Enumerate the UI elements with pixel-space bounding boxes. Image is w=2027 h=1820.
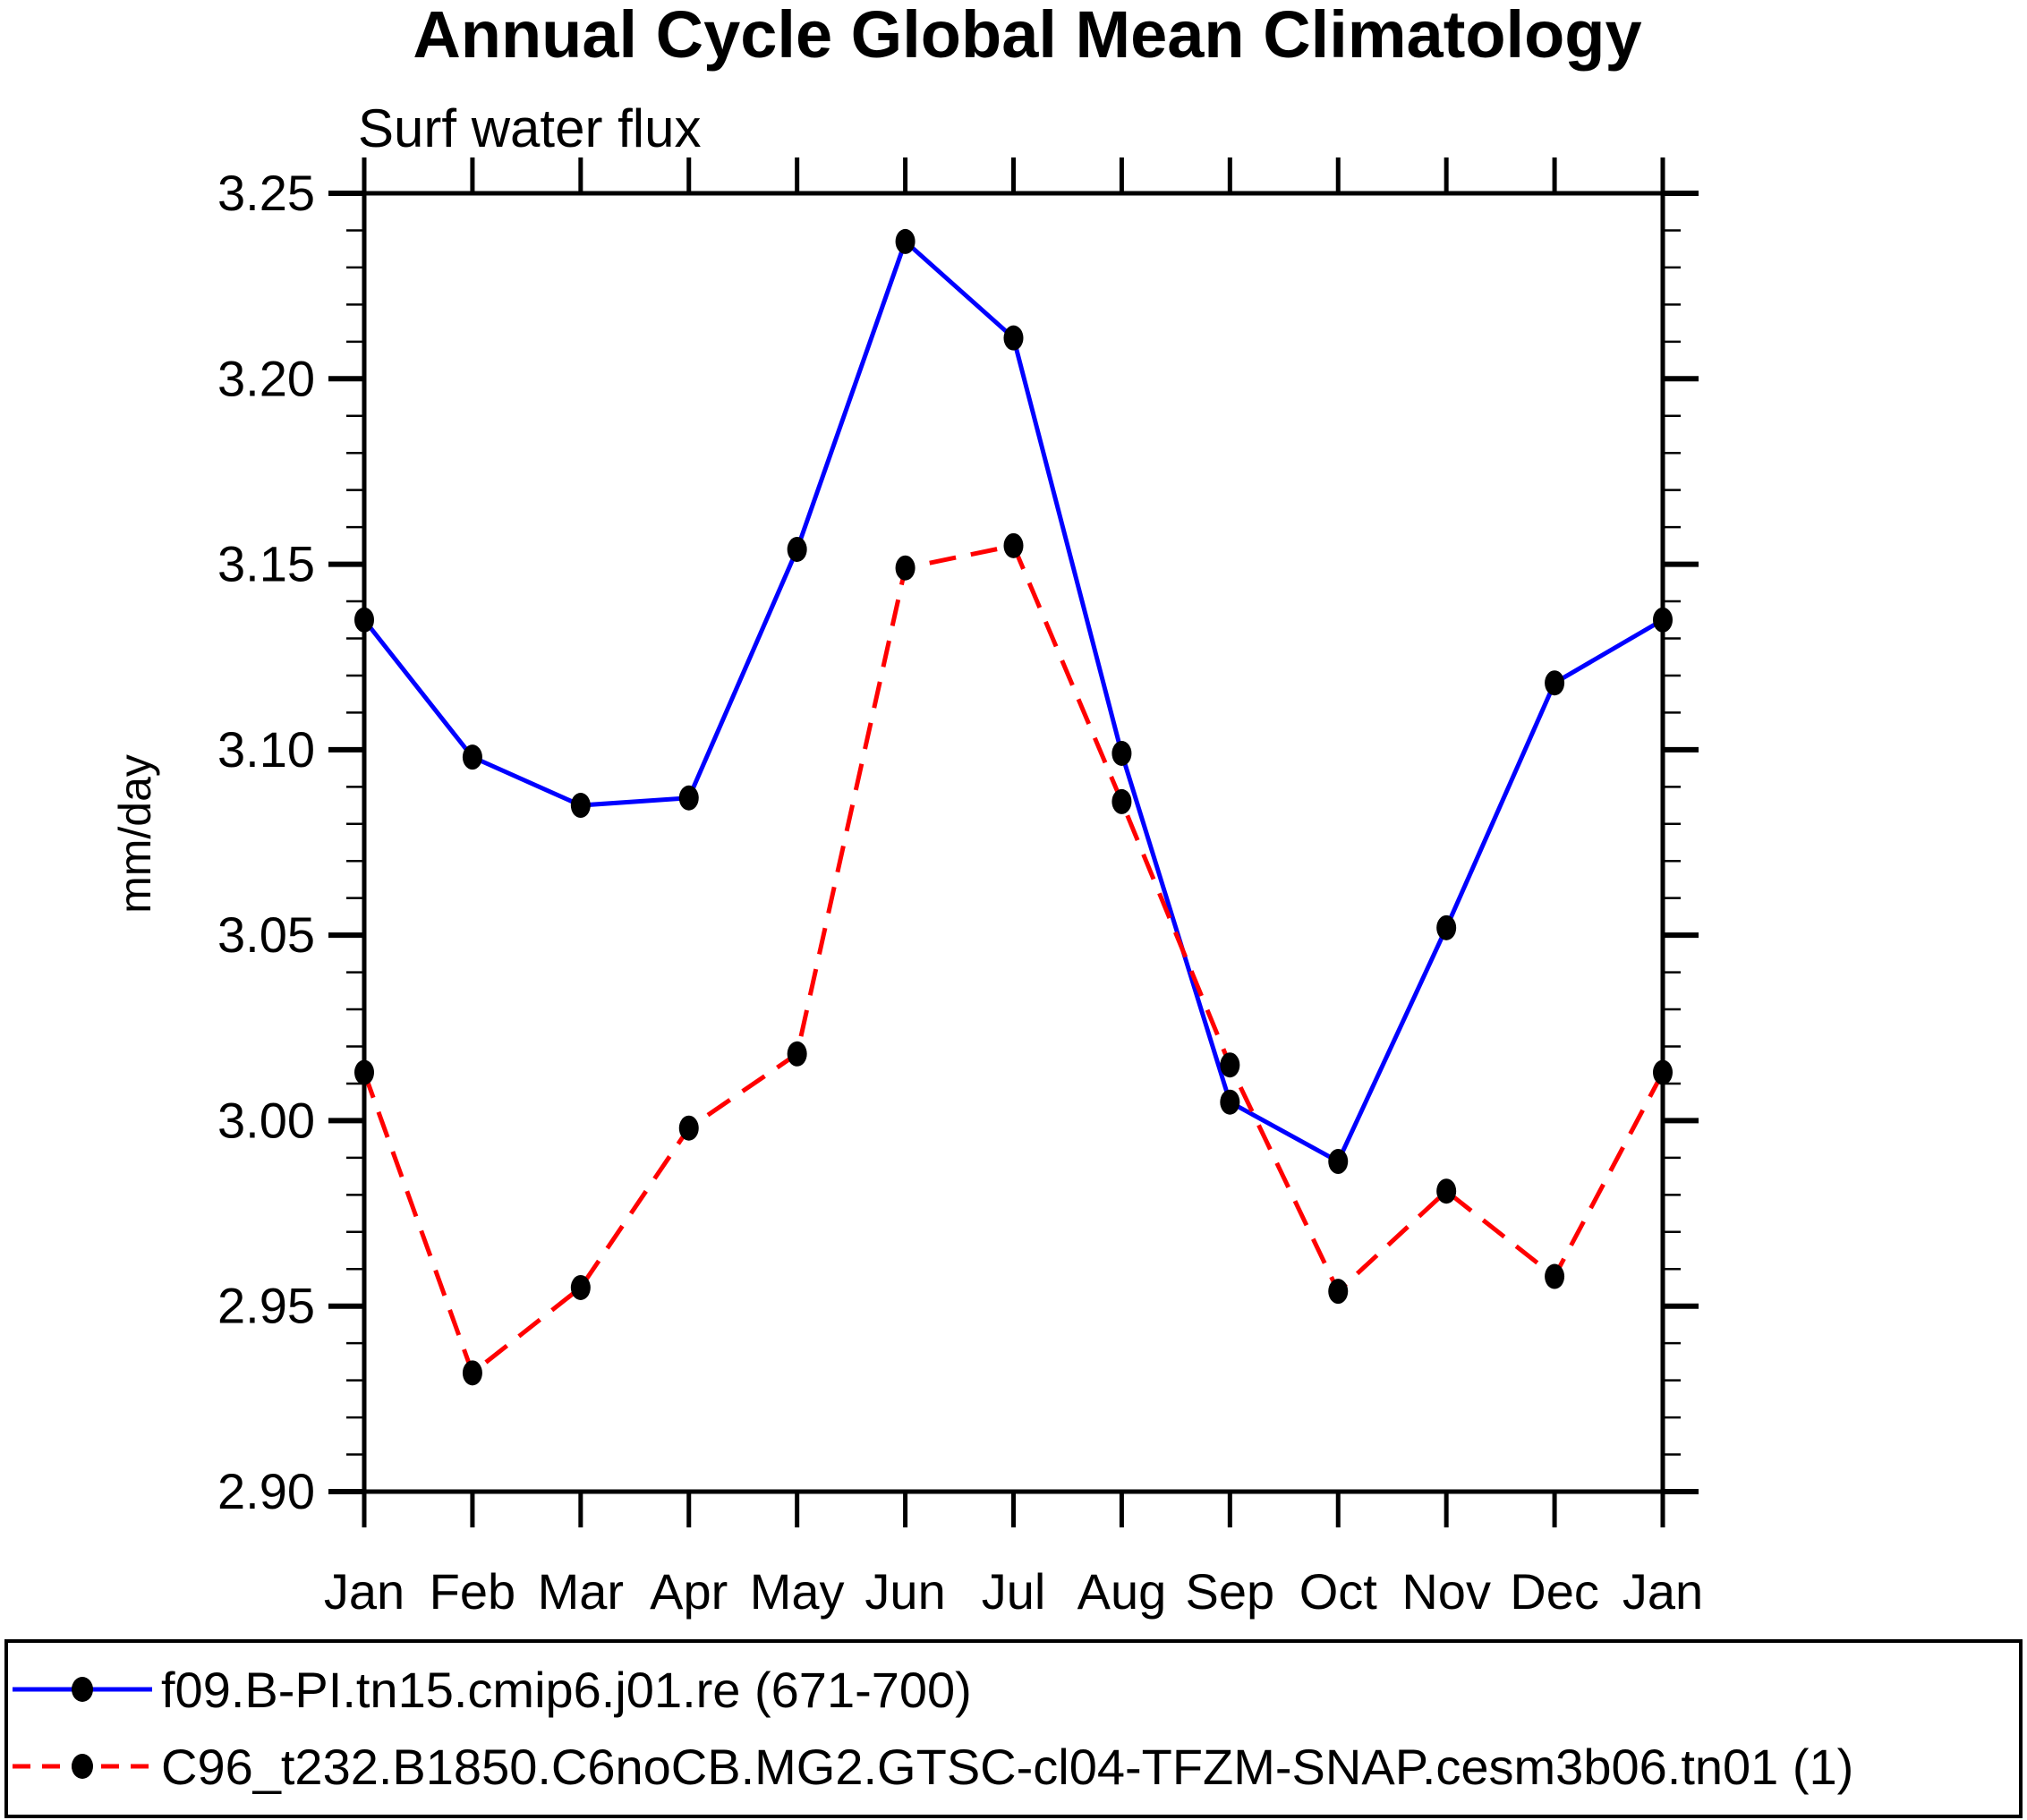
data-marker-s2-mar [570,1274,591,1300]
y-axis-label: mm/day [110,754,160,914]
series-line-2 [362,542,1665,1377]
data-marker-s1-nov [1436,914,1457,940]
data-marker-s2-jun [895,555,916,581]
data-marker-s2-jan [354,1059,374,1085]
plot-area: Jan Feb Mar Apr May Jun Jul Aug Sep Oct Nov Dec Jan2… [217,157,1703,1620]
x-tick-label: Feb [430,1563,516,1620]
series-line-1 [362,237,1665,1165]
data-marker-s1-may [787,536,807,562]
data-marker-s2-feb [462,1360,482,1386]
data-marker-s2-sep [1220,1052,1240,1078]
data-marker-s1-jul [1003,325,1024,351]
y-tick-label: 3.20 [217,350,315,406]
x-tick-label: Jan [1622,1563,1703,1620]
data-marker-s1-oct [1328,1149,1349,1175]
data-marker-s2-may [787,1041,807,1067]
y-tick-label: 2.95 [217,1278,315,1334]
data-marker-s1-jan2 [1653,607,1673,633]
data-marker-s1-jan [354,607,374,633]
x-tick-label: Apr [650,1563,728,1620]
data-marker-s1-jun [895,228,916,254]
y-tick-label: 3.00 [217,1092,315,1148]
x-tick-label: Jul [982,1563,1046,1620]
data-marker-s2-oct [1328,1279,1349,1305]
data-marker-s2-jan2 [1653,1059,1673,1085]
y-tick-label: 3.05 [217,906,315,963]
x-tick-label: Jan [324,1563,405,1620]
data-marker-s2-dec [1545,1263,1565,1289]
y-tick-label: 3.10 [217,721,315,778]
x-tick-label: Mar [538,1563,624,1620]
legend-marker-series2-circle-icon [72,1754,93,1779]
data-marker-s1-sep [1220,1089,1240,1115]
legend-label-series2: C96_t232.B1850.C6noCB.MG2.GTSC-cl04-TFZM… [161,1739,1853,1795]
x-tick-label: Nov [1401,1563,1491,1620]
legend-marker-series1-circle-icon [72,1677,93,1702]
data-marker-s1-mar [570,793,591,819]
data-marker-s2-apr [678,1115,699,1141]
y-tick-label: 2.90 [217,1463,315,1519]
y-tick-label: 3.15 [217,536,315,592]
data-marker-s2-aug [1111,788,1132,814]
y-tick-label: 3.25 [217,165,315,221]
data-marker-s1-aug [1111,741,1132,767]
x-tick-label: Aug [1077,1563,1167,1620]
x-tick-label: Jun [864,1563,945,1620]
x-tick-label: Oct [1299,1563,1378,1620]
x-tick-label: May [750,1563,845,1620]
chart-title: Annual Cycle Global Mean Climatology [413,0,1641,72]
legend-label-series1: f09.B-PI.tn15.cmip6.j01.re (671-700) [161,1662,972,1718]
legend: f09.B-PI.tn15.cmip6.j01.re (671-700) C96… [4,1639,2023,1818]
data-marker-s1-dec [1545,670,1565,696]
legend-box [4,1639,2023,1818]
data-marker-s2-nov [1436,1178,1457,1204]
data-marker-s1-feb [462,744,482,770]
data-marker-s1-apr [678,785,699,811]
x-tick-label: Dec [1510,1563,1599,1620]
data-marker-s2-jul [1003,532,1024,558]
chart-subtitle: Surf water flux [358,98,701,158]
x-tick-label: Sep [1186,1563,1275,1620]
